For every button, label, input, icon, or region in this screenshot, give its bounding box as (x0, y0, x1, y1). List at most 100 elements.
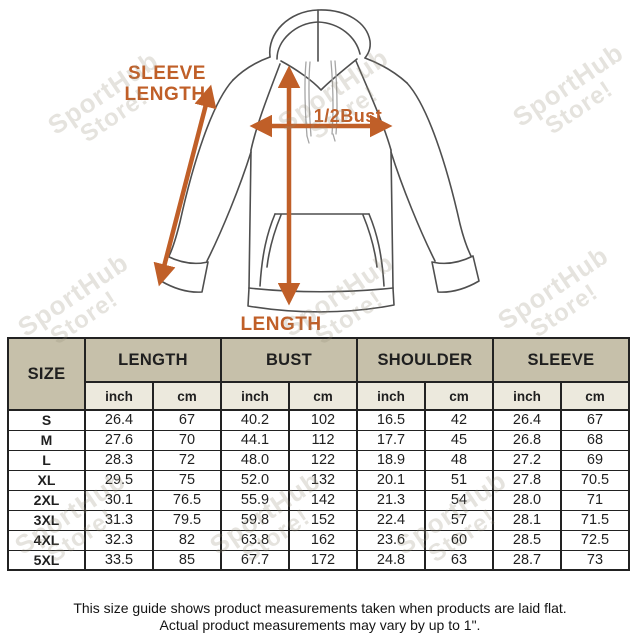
measurement-cell: 28.1 (492, 509, 562, 531)
length-group-header: LENGTH (84, 337, 222, 383)
sleeve-arrow (153, 84, 217, 287)
sleeve-length-label-line1: SLEEVE (128, 63, 206, 84)
measurement-cell: 28.5 (492, 529, 562, 551)
measurement-cell: 27.2 (492, 449, 562, 471)
measurement-cell: 48.0 (220, 449, 290, 471)
measurement-cell: 60 (424, 529, 494, 551)
disclaimer-line1: This size guide shows product measuremen… (73, 600, 567, 616)
measurement-cell: 71 (560, 489, 630, 511)
measurement-cell: 32.3 (84, 529, 154, 551)
measurement-cell: 22.4 (356, 509, 426, 531)
size-cell: 5XL (7, 549, 86, 571)
bust-group-header: BUST (220, 337, 358, 383)
measurement-cell: 142 (288, 489, 358, 511)
measurement-cell: 27.8 (492, 469, 562, 491)
measurement-cell: 42 (424, 409, 494, 431)
hoodie-line-drawing: SLEEVE LENGTH 1/2Bust LENGTH (124, 9, 480, 335)
table-row: XL 29.5 75 52.0 132 20.1 51 27.8 70.5 (7, 469, 630, 491)
size-cell: XL (7, 469, 86, 491)
measurement-cell: 112 (288, 429, 358, 451)
disclaimer-footer: This size guide shows product measuremen… (0, 600, 640, 634)
measurement-cell: 40.2 (220, 409, 290, 431)
hoodie-measurement-diagram: SLEEVE LENGTH 1/2Bust LENGTH (124, 9, 480, 335)
shoulder-group-header: SHOULDER (356, 337, 494, 383)
measurement-cell: 54 (424, 489, 494, 511)
measurement-cell: 24.8 (356, 549, 426, 571)
table-row: 5XL 33.5 85 67.7 172 24.8 63 28.7 73 (7, 549, 630, 571)
measurement-arrows (153, 65, 393, 306)
unit-header: inch (220, 381, 290, 411)
measurement-cell: 23.6 (356, 529, 426, 551)
measurement-cell: 72.5 (560, 529, 630, 551)
measurement-cell: 82 (152, 529, 222, 551)
size-cell: 4XL (7, 529, 86, 551)
measurement-cell: 26.8 (492, 429, 562, 451)
measurement-cell: 17.7 (356, 429, 426, 451)
hoodie-outline (160, 9, 480, 313)
table-row: 3XL 31.3 79.5 59.8 152 22.4 57 28.1 71.5 (7, 509, 630, 531)
measurement-cell: 70.5 (560, 469, 630, 491)
measurement-cell: 28.7 (492, 549, 562, 571)
measurement-cell: 33.5 (84, 549, 154, 571)
measurement-cell: 55.9 (220, 489, 290, 511)
measurement-cell: 16.5 (356, 409, 426, 431)
measurement-cell: 57 (424, 509, 494, 531)
measurement-cell: 30.1 (84, 489, 154, 511)
measurement-cell: 20.1 (356, 469, 426, 491)
measurement-cell: 68 (560, 429, 630, 451)
size-table-header: SIZE LENGTH BUST SHOULDER SLEEVE inch cm… (7, 337, 630, 411)
table-row: 4XL 32.3 82 63.8 162 23.6 60 28.5 72.5 (7, 529, 630, 551)
table-row: 2XL 30.1 76.5 55.9 142 21.3 54 28.0 71 (7, 489, 630, 511)
measurement-cell: 63 (424, 549, 494, 571)
unit-header: cm (152, 381, 222, 411)
measurement-cell: 18.9 (356, 449, 426, 471)
size-cell: 2XL (7, 489, 86, 511)
measurement-cell: 69 (560, 449, 630, 471)
sleeve-group-header: SLEEVE (492, 337, 630, 383)
half-bust-label: 1/2Bust (314, 106, 383, 126)
measurement-cell: 52.0 (220, 469, 290, 491)
size-cell: S (7, 409, 86, 431)
hood-drawstrings (304, 60, 338, 144)
size-cell: L (7, 449, 86, 471)
unit-header: cm (424, 381, 494, 411)
measurement-cell: 102 (288, 409, 358, 431)
measurement-cell: 85 (152, 549, 222, 571)
measurement-cell: 45 (424, 429, 494, 451)
measurement-cell: 132 (288, 469, 358, 491)
measurement-cell: 67 (152, 409, 222, 431)
measurement-cell: 28.0 (492, 489, 562, 511)
measurement-cell: 31.3 (84, 509, 154, 531)
measurement-cell: 70 (152, 429, 222, 451)
sleeve-length-label-line2: LENGTH (124, 84, 205, 105)
size-column-header: SIZE (7, 337, 86, 411)
measurement-cell: 28.3 (84, 449, 154, 471)
size-table-body: S 26.4 67 40.2 102 16.5 42 26.4 67 M 27.6 70 44.1 112… (7, 409, 630, 571)
measurement-cell: 48 (424, 449, 494, 471)
measurement-cell: 76.5 (152, 489, 222, 511)
unit-header: inch (84, 381, 154, 411)
length-label: LENGTH (240, 314, 321, 335)
measurement-cell: 63.8 (220, 529, 290, 551)
measurement-cell: 26.4 (492, 409, 562, 431)
measurement-cell: 152 (288, 509, 358, 531)
measurement-cell: 162 (288, 529, 358, 551)
measurement-cell: 44.1 (220, 429, 290, 451)
unit-header: cm (288, 381, 358, 411)
table-row: L 28.3 72 48.0 122 18.9 48 27.2 69 (7, 449, 630, 471)
unit-header: cm (560, 381, 630, 411)
disclaimer-line2: Actual product measurements may vary by … (159, 616, 481, 633)
measurement-cell: 29.5 (84, 469, 154, 491)
measurement-cell: 172 (288, 549, 358, 571)
size-table: SIZE LENGTH BUST SHOULDER SLEEVE inch cm… (7, 337, 630, 571)
measurement-cell: 122 (288, 449, 358, 471)
unit-header: inch (492, 381, 562, 411)
measurement-cell: 75 (152, 469, 222, 491)
measurement-cell: 67.7 (220, 549, 290, 571)
measurement-cell: 59.8 (220, 509, 290, 531)
measurement-cell: 73 (560, 549, 630, 571)
table-row: S 26.4 67 40.2 102 16.5 42 26.4 67 (7, 409, 630, 431)
measurement-cell: 51 (424, 469, 494, 491)
measurement-cell: 67 (560, 409, 630, 431)
measurement-cell: 79.5 (152, 509, 222, 531)
